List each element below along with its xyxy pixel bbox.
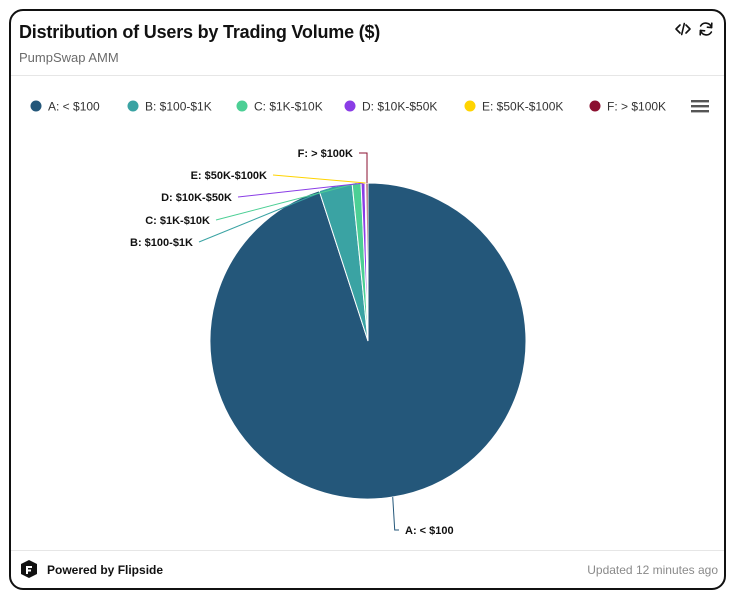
label-connector	[272, 174, 366, 184]
legend-item[interactable]: F: > $100K	[589, 100, 667, 114]
flipside-logo-icon	[21, 560, 37, 578]
code-icon[interactable]	[674, 20, 692, 38]
chart-card: Distribution of Users by Trading Volume …	[9, 9, 726, 590]
data-label: F: > $100K	[298, 148, 353, 160]
legend-label: E: $50K-$100K	[482, 100, 563, 114]
legend-item[interactable]: C: $1K-$10K	[236, 100, 323, 114]
data-label: D: $10K-$50K	[161, 192, 232, 204]
pie-chart: A: < $100 B: $100-$1K C: $1K-$10K D: $10K-$…	[30, 100, 709, 537]
label-connector	[359, 152, 368, 184]
chart-subtitle: PumpSwap AMM	[19, 50, 119, 65]
label-connector	[237, 182, 364, 198]
legend: A: < $100 B: $100-$1K C: $1K-$10K D: $10K-$…	[30, 100, 667, 114]
legend-label: D: $10K-$50K	[362, 100, 437, 114]
legend-label: B: $100-$1K	[145, 100, 212, 114]
legend-label: F: > $100K	[607, 100, 666, 114]
legend-marker	[236, 100, 248, 112]
data-label: B: $100-$1K	[130, 237, 193, 249]
updated-timestamp: Updated 12 minutes ago	[587, 563, 718, 577]
legend-item[interactable]: E: $50K-$100K	[464, 100, 564, 114]
legend-item[interactable]: D: $10K-$50K	[344, 100, 438, 114]
data-label: E: $50K-$100K	[191, 170, 267, 182]
legend-item[interactable]: A: < $100	[30, 100, 101, 114]
legend-marker	[464, 100, 476, 112]
legend-marker	[589, 100, 601, 112]
chart-header: Distribution of Users by Trading Volume …	[11, 11, 724, 76]
hamburger-menu-icon[interactable]	[691, 100, 709, 113]
legend-marker	[344, 100, 356, 112]
chart-footer: Powered by Flipside Updated 12 minutes a…	[11, 550, 724, 588]
legend-item[interactable]: B: $100-$1K	[127, 100, 212, 114]
label-connector	[392, 497, 399, 531]
chart-title: Distribution of Users by Trading Volume …	[19, 22, 381, 42]
powered-by-label[interactable]: Powered by Flipside	[47, 563, 164, 577]
data-labels: A: < $100 B: $100-$1K C: $1K-$10K D: $10K-$…	[130, 148, 454, 537]
pie-slices	[209, 182, 527, 500]
legend-label: C: $1K-$10K	[254, 100, 323, 114]
data-label: A: < $100	[405, 525, 454, 537]
refresh-icon[interactable]	[697, 20, 715, 38]
label-connector	[215, 182, 357, 221]
data-label: C: $1K-$10K	[145, 215, 210, 227]
chart-area: A: < $100 B: $100-$1K C: $1K-$10K D: $10K-$…	[11, 76, 724, 550]
legend-marker	[127, 100, 139, 112]
legend-label: A: < $100	[48, 100, 100, 114]
legend-marker	[30, 100, 42, 112]
label-connector	[198, 185, 336, 243]
